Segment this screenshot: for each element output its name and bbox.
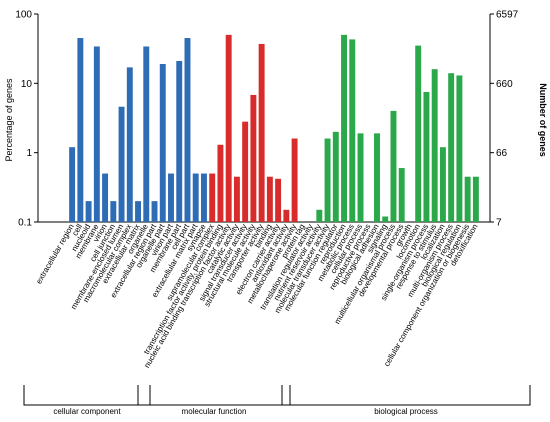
bar — [341, 34, 347, 223]
bar — [266, 176, 273, 222]
right-axis-title: Number of genes — [538, 83, 548, 157]
right-tick-label: 7 — [496, 218, 502, 229]
bar — [250, 94, 257, 222]
bar — [464, 176, 471, 222]
bar — [275, 178, 282, 222]
bar — [85, 201, 92, 222]
left-axis-title: Percentage of genes — [4, 78, 14, 162]
group-bracket — [281, 385, 531, 406]
left-tick-label: 10 — [21, 79, 33, 90]
category-labels: extracellular regioncellnucleoidmembrane… — [34, 222, 479, 370]
right-tick-labels: 6597 660 66 7 — [490, 10, 519, 229]
bar — [448, 73, 455, 222]
bar — [225, 34, 232, 223]
bar — [382, 216, 389, 222]
right-tick-label: 660 — [496, 79, 513, 90]
bar — [283, 209, 290, 222]
bar — [135, 201, 141, 222]
bar — [151, 201, 158, 222]
bar — [456, 75, 463, 223]
bar — [192, 173, 199, 222]
bar — [110, 201, 117, 222]
bars — [69, 34, 479, 223]
bar — [332, 131, 339, 222]
bar — [159, 64, 166, 222]
group-bracket — [137, 385, 291, 406]
bar — [77, 38, 84, 222]
bar — [93, 46, 100, 223]
bar — [217, 144, 224, 222]
bar — [349, 39, 356, 222]
bar — [102, 173, 109, 222]
bar — [168, 173, 174, 222]
bar — [423, 92, 430, 222]
y-axis-title-left: Percentage of genes — [4, 78, 14, 162]
bar — [316, 209, 323, 222]
bar — [176, 60, 183, 222]
left-tick-labels: 100 10 1 0.1 — [15, 10, 38, 229]
group-bracket — [23, 385, 151, 406]
bar — [69, 147, 76, 222]
bar — [209, 173, 216, 222]
group-label: biological process — [374, 407, 438, 416]
bar — [415, 45, 422, 222]
bar — [258, 43, 265, 222]
bar — [472, 176, 479, 222]
bar — [374, 133, 380, 222]
bar — [126, 67, 133, 222]
category-label: extracellular region — [34, 223, 76, 286]
bar — [390, 110, 397, 222]
y-axis-title-right: Number of genes — [538, 83, 548, 157]
group-brackets: cellular component molecular function biol… — [23, 385, 531, 416]
bar — [439, 147, 446, 222]
bar — [357, 133, 364, 222]
bar — [233, 176, 240, 222]
bar — [291, 138, 298, 222]
bar — [200, 173, 207, 222]
group-label: cellular component — [53, 407, 121, 416]
bar — [242, 121, 249, 222]
bar — [324, 138, 331, 222]
left-tick-label: 100 — [15, 10, 32, 21]
bar — [143, 46, 150, 223]
left-tick-label: 1 — [26, 148, 32, 159]
left-tick-label: 0.1 — [18, 218, 32, 229]
right-tick-label: 66 — [496, 148, 508, 159]
bar — [398, 168, 405, 222]
bar — [431, 69, 438, 223]
bar — [184, 38, 191, 222]
right-tick-label: 6597 — [496, 10, 519, 21]
group-label: molecular function — [182, 407, 247, 416]
bar — [118, 106, 125, 222]
